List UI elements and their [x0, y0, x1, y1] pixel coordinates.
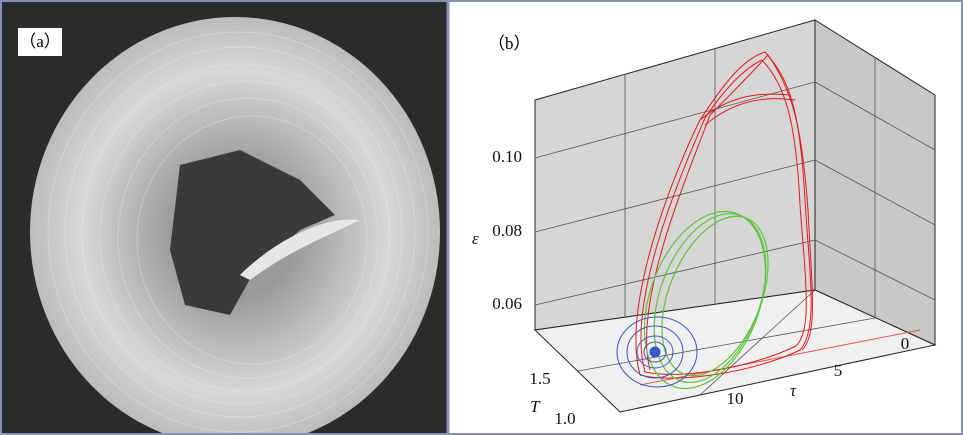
epsilon-tick-label: 0.10: [492, 147, 522, 166]
t-tick-label: 1.5: [529, 369, 550, 388]
panel-a: （a）: [0, 0, 447, 435]
panel-label: （a）: [19, 32, 61, 51]
tau-tick-label: 5: [834, 361, 843, 380]
epsilon-tick-label: 0.08: [492, 221, 522, 240]
figure: （a） （b）: [0, 0, 963, 435]
tau-tick-label: 0: [901, 334, 910, 353]
back-wall: [535, 20, 815, 330]
tau-axis-label: τ: [790, 381, 797, 400]
epsilon-axis-label: ε: [472, 229, 479, 248]
epsilon-tick-label: 0.06: [492, 294, 522, 313]
t-tick-label: 1.0: [554, 409, 575, 428]
panel-label: （b）: [488, 34, 531, 53]
tau-tick-label: 10: [727, 389, 744, 408]
t-axis-label: T: [530, 397, 541, 416]
panel-b: （b）: [472, 20, 935, 428]
